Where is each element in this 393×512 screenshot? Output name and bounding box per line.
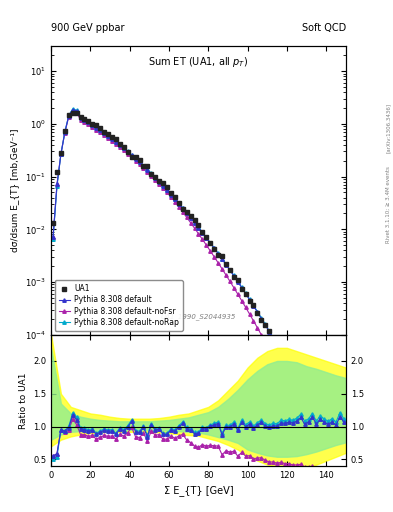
Pythia 8.308 default-noRap xyxy=(78,114,83,120)
Pythia 8.308 default xyxy=(275,342,279,348)
Pythia 8.308 default-noRap xyxy=(294,376,299,382)
UA1 xyxy=(342,472,346,478)
Legend: UA1, Pythia 8.308 default, Pythia 8.308 default-noFsr, Pythia 8.308 default-noRa: UA1, Pythia 8.308 default, Pythia 8.308 … xyxy=(55,281,183,331)
Pythia 8.308 default-noFsr xyxy=(314,439,319,445)
UA1 xyxy=(74,110,79,116)
Pythia 8.308 default-noFsr xyxy=(294,399,299,405)
Pythia 8.308 default-noFsr xyxy=(275,360,279,367)
Text: UA1_1990_S2044935: UA1_1990_S2044935 xyxy=(161,313,236,321)
Line: UA1: UA1 xyxy=(51,111,346,477)
UA1 xyxy=(294,379,299,385)
Pythia 8.308 default xyxy=(286,362,291,369)
UA1 xyxy=(78,114,83,120)
X-axis label: Σ E_{T} [GeV]: Σ E_{T} [GeV] xyxy=(163,485,233,496)
Pythia 8.308 default-noRap xyxy=(275,341,279,347)
UA1 xyxy=(314,415,319,421)
Text: Rivet 3.1.10; ≥ 3.4M events: Rivet 3.1.10; ≥ 3.4M events xyxy=(386,166,391,243)
Pythia 8.308 default xyxy=(283,356,287,362)
Text: 900 GeV ppbar: 900 GeV ppbar xyxy=(51,23,125,33)
Pythia 8.308 default-noRap xyxy=(314,413,319,419)
Pythia 8.308 default xyxy=(342,471,346,477)
Pythia 8.308 default-noFsr xyxy=(283,376,287,382)
Y-axis label: Ratio to UA1: Ratio to UA1 xyxy=(18,372,28,429)
UA1 xyxy=(286,364,291,370)
Pythia 8.308 default-noFsr xyxy=(78,117,83,123)
Pythia 8.308 default-noFsr xyxy=(70,108,75,114)
Pythia 8.308 default-noRap xyxy=(51,236,55,242)
Pythia 8.308 default-noRap xyxy=(342,470,346,476)
Text: Sum ET (UA1, all $p_T$): Sum ET (UA1, all $p_T$) xyxy=(148,55,249,69)
Pythia 8.308 default-noRap xyxy=(70,106,75,112)
Y-axis label: dσ/dsum E_{T} [mb,GeV⁻¹]: dσ/dsum E_{T} [mb,GeV⁻¹] xyxy=(11,129,20,252)
Line: Pythia 8.308 default-noFsr: Pythia 8.308 default-noFsr xyxy=(51,109,345,505)
Pythia 8.308 default xyxy=(70,106,75,113)
Text: [arXiv:1306.3436]: [arXiv:1306.3436] xyxy=(386,103,391,153)
Pythia 8.308 default xyxy=(51,234,55,240)
UA1 xyxy=(51,220,55,226)
Pythia 8.308 default-noRap xyxy=(286,362,291,368)
Pythia 8.308 default-noFsr xyxy=(342,500,346,506)
UA1 xyxy=(283,357,287,363)
Text: Soft QCD: Soft QCD xyxy=(301,23,346,33)
Line: Pythia 8.308 default: Pythia 8.308 default xyxy=(51,108,345,475)
Pythia 8.308 default-noRap xyxy=(283,355,287,361)
UA1 xyxy=(275,342,279,348)
Line: Pythia 8.308 default-noRap: Pythia 8.308 default-noRap xyxy=(51,107,345,474)
Pythia 8.308 default xyxy=(294,377,299,383)
Pythia 8.308 default xyxy=(78,115,83,121)
Pythia 8.308 default xyxy=(314,414,319,420)
Pythia 8.308 default-noFsr xyxy=(51,234,55,240)
Pythia 8.308 default-noFsr xyxy=(286,383,291,390)
